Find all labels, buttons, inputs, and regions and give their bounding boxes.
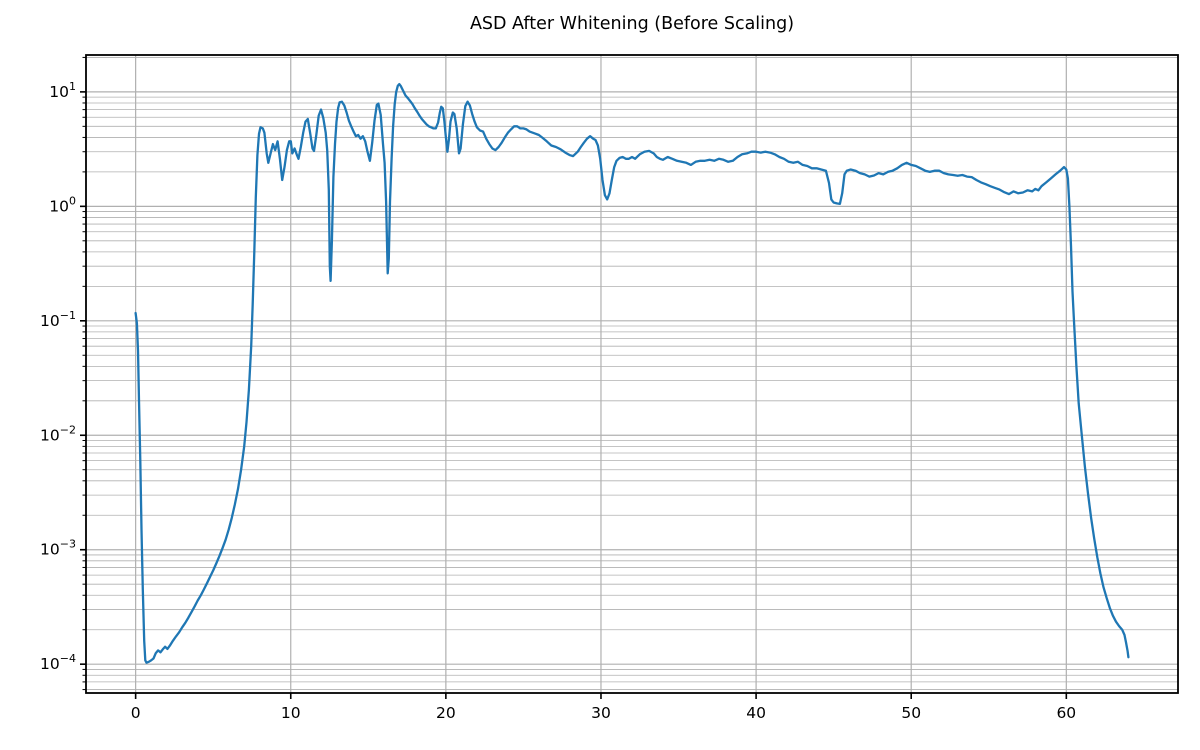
tick-marks — [80, 56, 1068, 699]
data-line — [134, 82, 1130, 664]
x-tick-label: 0 — [131, 704, 141, 722]
y-tick-label: 10−4 — [40, 652, 76, 673]
chart-title: ASD After Whitening (Before Scaling) — [469, 14, 795, 34]
x-tick-labels: 0 10 20 30 40 50 60 — [131, 704, 1076, 722]
y-tick-label: 100 — [49, 194, 76, 215]
x-major-gridlines — [135, 55, 1067, 693]
y-tick-label: 10−1 — [40, 309, 76, 330]
y-tick-label: 10−2 — [40, 423, 76, 444]
x-tick-label: 30 — [591, 704, 611, 722]
y-tick-label: 101 — [49, 80, 76, 101]
y-major-gridlines — [86, 91, 1178, 665]
x-tick-label: 50 — [901, 704, 921, 722]
y-tick-labels: 101 100 10−1 10−2 10−3 10−4 — [40, 80, 76, 673]
axes-spines — [85, 54, 1179, 694]
y-minor-gridlines — [86, 57, 1178, 690]
x-tick-label: 40 — [746, 704, 766, 722]
x-tick-label: 60 — [1056, 704, 1076, 722]
x-tick-label: 20 — [436, 704, 456, 722]
y-tick-label: 10−3 — [40, 538, 76, 559]
x-tick-label: 10 — [281, 704, 301, 722]
